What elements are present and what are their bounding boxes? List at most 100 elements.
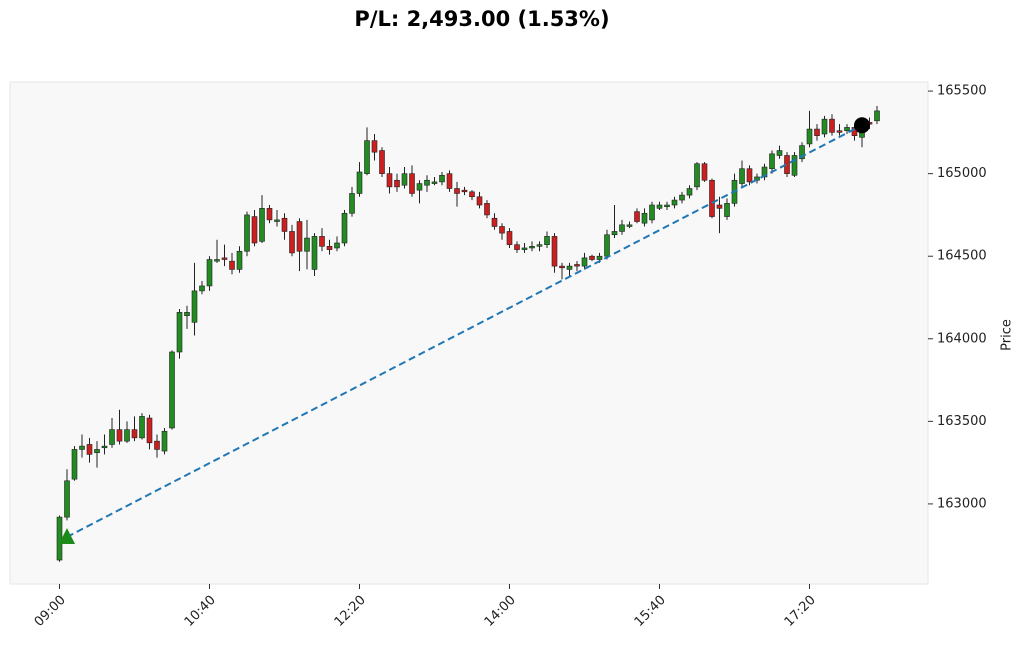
- candle-body: [184, 312, 190, 316]
- candle-body: [506, 231, 513, 245]
- y-tick-label: 163000: [937, 496, 987, 511]
- candle-body: [236, 250, 243, 270]
- candle-body: [364, 140, 370, 174]
- candle-body: [551, 236, 558, 267]
- candle-body: [289, 231, 295, 254]
- candle-body: [341, 212, 348, 244]
- candle-body: [514, 244, 520, 250]
- candle-body: [604, 234, 610, 257]
- candle-body: [154, 440, 160, 450]
- candle-body: [439, 174, 445, 183]
- candle-body: [311, 236, 318, 270]
- candle-body: [64, 480, 70, 518]
- candle-body: [679, 194, 685, 201]
- candle-body: [671, 199, 678, 206]
- entry-marker: [59, 527, 75, 544]
- candle-body: [499, 226, 505, 234]
- candle-body: [484, 203, 490, 216]
- candle-body: [244, 214, 250, 252]
- x-tick-label: 12:20: [332, 593, 369, 630]
- candle-body: [214, 259, 220, 262]
- candle-body: [401, 173, 408, 186]
- x-tick-label: 10:40: [182, 593, 219, 630]
- candle-body: [874, 110, 880, 122]
- candle-body: [791, 155, 798, 176]
- y-tick-label: 165500: [937, 84, 987, 99]
- candle-body: [769, 153, 775, 169]
- trade-line: [66, 124, 863, 538]
- candle-body: [664, 204, 670, 207]
- candle-body: [836, 130, 843, 133]
- candle-body: [356, 171, 363, 194]
- candle-body: [491, 217, 498, 227]
- candle-body: [371, 140, 378, 153]
- x-tick-label: 14:00: [482, 593, 519, 630]
- candle-body: [431, 181, 438, 184]
- x-tick-label: 09:00: [32, 593, 69, 630]
- candle-body: [559, 265, 565, 269]
- candle-body: [821, 118, 828, 135]
- candle-body: [776, 150, 783, 156]
- candle-body: [521, 247, 528, 250]
- x-tick-label: 17:20: [782, 593, 819, 630]
- candle-body: [806, 128, 813, 145]
- candle-body: [424, 179, 430, 186]
- candle-body: [469, 191, 475, 198]
- candle-body: [724, 203, 730, 217]
- candle-body: [596, 255, 603, 260]
- candle-body: [71, 449, 78, 480]
- candle-body: [694, 163, 700, 188]
- candle-body: [334, 242, 340, 249]
- candle-body: [686, 188, 693, 196]
- y-tick-label: 164000: [937, 331, 987, 346]
- candle-body: [626, 224, 633, 227]
- candle-body: [56, 516, 63, 561]
- candle-body: [394, 179, 400, 188]
- candle-body: [829, 118, 835, 133]
- candle-body: [454, 188, 460, 194]
- candle-body: [814, 128, 820, 136]
- y-tick-label: 163500: [937, 414, 987, 429]
- candle-body: [304, 237, 310, 252]
- candle-body: [761, 166, 768, 178]
- candle-body: [634, 211, 640, 222]
- candle-body: [379, 150, 385, 174]
- candle-body: [109, 429, 115, 445]
- candle-body: [259, 208, 265, 242]
- candle-body: [116, 429, 123, 442]
- candle-body: [124, 429, 130, 442]
- candle-body: [139, 416, 145, 439]
- candle-body: [409, 173, 415, 194]
- candle-body: [169, 351, 175, 429]
- y-tick-label: 164500: [937, 249, 987, 264]
- candle-body: [709, 179, 715, 217]
- candle-body: [566, 265, 573, 270]
- candle-body: [701, 163, 708, 181]
- candle-body: [416, 183, 423, 191]
- candle-body: [146, 417, 153, 444]
- candle-body: [206, 259, 213, 287]
- candle-body: [476, 196, 483, 206]
- candle-body: [844, 127, 850, 132]
- y-axis-label: Price: [1000, 319, 1015, 351]
- exit-marker: [854, 117, 870, 134]
- x-tick-label: 15:40: [632, 593, 669, 630]
- candle-body: [581, 257, 588, 267]
- candle-body: [221, 257, 228, 260]
- candle-body: [716, 204, 723, 209]
- candle-body: [544, 236, 550, 245]
- candle-body: [349, 193, 355, 214]
- candle-body: [296, 221, 303, 252]
- candle-body: [799, 145, 805, 160]
- candle-body: [529, 246, 535, 249]
- plot-area: [9, 81, 929, 585]
- candle-body: [281, 217, 288, 232]
- candle-body: [649, 204, 655, 221]
- candle-body: [161, 430, 168, 452]
- candle-body: [746, 168, 753, 183]
- candle-body: [641, 212, 648, 224]
- candle-body: [574, 264, 580, 267]
- chart-title: P/L: 2,493.00 (1.53%): [354, 7, 609, 31]
- candle-body: [199, 285, 205, 292]
